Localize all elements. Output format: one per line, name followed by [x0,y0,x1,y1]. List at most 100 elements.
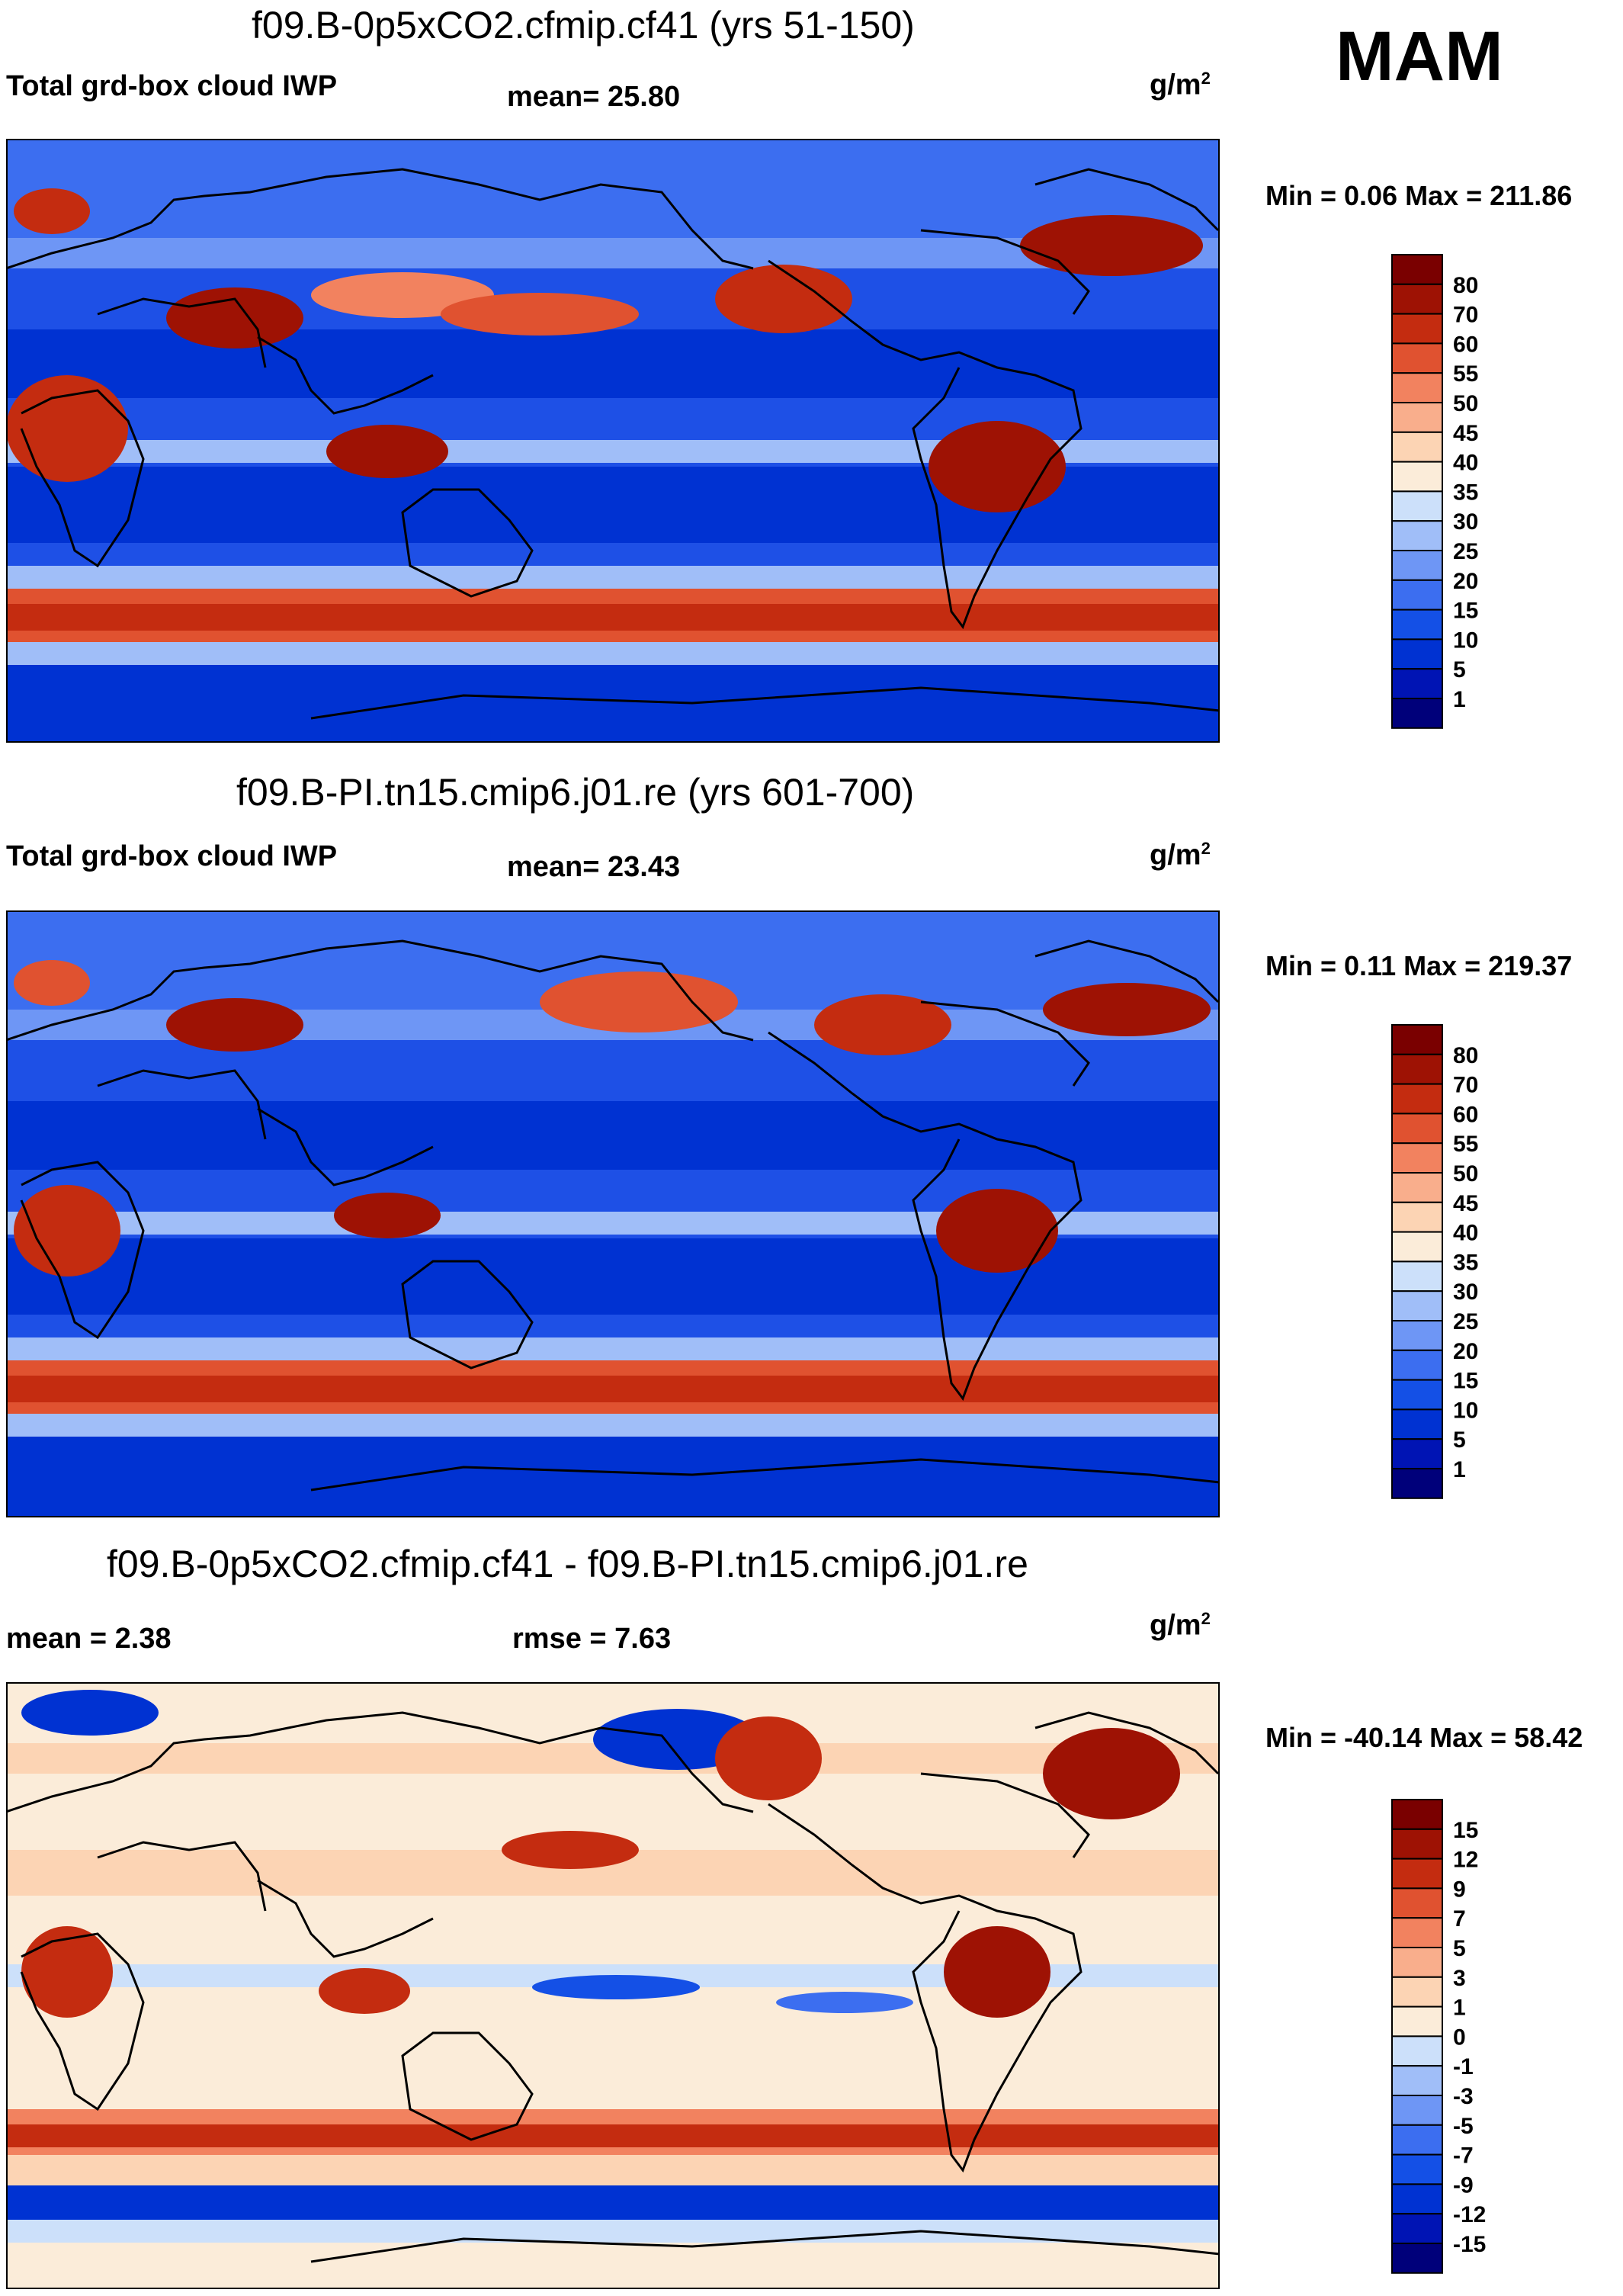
colorbar-box [1391,609,1443,641]
colorbar-box [1391,2124,1443,2156]
panel-3-units: g/m2 [1150,1609,1211,1642]
colorbar-tick-label: 45 [1453,1191,1478,1216]
panel-2-colorbar: 80 70 60 55 50 45 40 35 30 25 20 15 10 5 1 [1391,1024,1478,1499]
colorbar-box [1391,461,1443,493]
panel-3-rmse-label: rmse = 7.63 [512,1623,672,1655]
panel-1-title: f09.B-0p5xCO2.cfmip.cf41 (yrs 51-150) [252,4,915,47]
colorbar-box [1391,1260,1443,1293]
colorbar-tick-label: 20 [1453,569,1478,594]
panel-3-minmax: Min = -40.14 Max = 58.42 [1265,1722,1583,1753]
colorbar-tick-label: 10 [1453,1398,1478,1423]
colorbar-tick-label: 40 [1453,451,1478,476]
colorbar-box [1391,1024,1443,1055]
colorbar-tick-label: 20 [1453,1339,1478,1364]
panel-3-mean-label: mean = 2.38 [6,1623,172,1655]
colorbar-box [1391,1438,1443,1470]
colorbar-tick-label: 80 [1453,273,1478,298]
colorbar-box [1391,2095,1443,2126]
colorbar-box [1391,342,1443,374]
colorbar-tick-label: 25 [1453,539,1478,564]
colorbar-box [1391,2005,1443,2037]
colorbar-box [1391,1917,1443,1948]
panel-1-colorbar: 80 70 60 55 50 45 40 35 30 25 20 15 10 5 1 [1391,254,1478,729]
panel-2-title: f09.B-PI.tn15.cmip6.j01.re (yrs 601-700) [236,771,915,814]
colorbar-tick-label: 35 [1453,480,1478,505]
colorbar-box [1391,1408,1443,1440]
panel-2-field [6,910,1220,1517]
colorbar-tick-label: 3 [1453,1966,1466,1991]
colorbar-box [1391,313,1443,345]
colorbar-tick-label: 5 [1453,1427,1466,1453]
colorbar-box [1391,1320,1443,1351]
panel-1-units: g/m2 [1150,69,1211,101]
colorbar-tick-label: 9 [1453,1877,1466,1902]
colorbar-box [1391,1349,1443,1381]
colorbar-tick-label: 15 [1453,599,1478,624]
colorbar-box [1391,1379,1443,1411]
colorbar-tick-label: -12 [1453,2202,1486,2227]
colorbar-tick-label: 30 [1453,509,1478,535]
colorbar-box [1391,579,1443,611]
colorbar-tick-label: 25 [1453,1309,1478,1334]
colorbar-tick-label: 60 [1453,332,1478,357]
colorbar-box [1391,283,1443,315]
colorbar-tick-label: 55 [1453,1132,1478,1157]
colorbar-tick-label: 1 [1453,1457,1466,1482]
colorbar-tick-label: 5 [1453,1936,1466,1961]
colorbar-box [1391,2035,1443,2067]
colorbar-tick-label: -3 [1453,2084,1474,2109]
colorbar-tick-label: 80 [1453,1043,1478,1068]
colorbar-tick-label: -1 [1453,2054,1474,2079]
colorbar-tick-label: -9 [1453,2172,1474,2198]
colorbar-box [1391,1887,1443,1919]
panel-3-map [6,1682,1220,2289]
colorbar-box [1391,1083,1443,1115]
panel-1-variable-label: Total grd-box cloud IWP [6,70,338,102]
colorbar-tick-label: 55 [1453,361,1478,387]
colorbar-box [1391,1947,1443,1978]
colorbar-box [1391,372,1443,403]
colorbar-box [1391,1799,1443,1830]
colorbar-box [1391,1172,1443,1203]
colorbar-box [1391,2153,1443,2185]
colorbar-box [1391,1142,1443,1174]
panel-1-mean-label: mean= 25.80 [507,81,681,113]
colorbar-tick-label: -15 [1453,2232,1486,2257]
colorbar-box [1391,490,1443,522]
colorbar-tick-label: -5 [1453,2114,1474,2139]
colorbar-box [1391,1976,1443,2008]
colorbar-box [1391,1858,1443,1890]
panel-2-minmax: Min = 0.11 Max = 219.37 [1265,950,1573,981]
colorbar-box [1391,1290,1443,1322]
colorbar-tick-label: 60 [1453,1102,1478,1127]
colorbar-tick-label: 1 [1453,1996,1466,2021]
colorbar-tick-label: 45 [1453,421,1478,446]
colorbar-box [1391,1468,1443,1499]
colorbar-tick-label: 10 [1453,628,1478,653]
panel-2-variable-label: Total grd-box cloud IWP [6,840,338,872]
colorbar-box [1391,1113,1443,1145]
colorbar-tick-label: 7 [1453,1906,1466,1932]
colorbar-box [1391,550,1443,581]
colorbar-tick-label: 5 [1453,657,1466,682]
colorbar-box [1391,2183,1443,2215]
colorbar-tick-label: 1 [1453,687,1466,712]
colorbar-tick-label: 15 [1453,1369,1478,1394]
panel-2-mean-label: mean= 23.43 [507,851,681,883]
colorbar-box [1391,2213,1443,2245]
colorbar-tick-label: 12 [1453,1848,1478,1873]
panel-3-title: f09.B-0p5xCO2.cfmip.cf41 - f09.B-PI.tn15… [107,1543,1028,1585]
colorbar-box [1391,2065,1443,2097]
panel-1-minmax: Min = 0.06 Max = 211.86 [1265,180,1573,211]
panel-2-map [6,910,1220,1517]
colorbar-tick-label: 30 [1453,1280,1478,1305]
panel-2-coastlines [6,939,1220,1492]
panel-1-coastlines [6,168,1220,720]
colorbar-tick-label: 50 [1453,1161,1478,1187]
colorbar-box [1391,402,1443,433]
season-label: MAM [1336,18,1503,95]
colorbar-tick-label: 35 [1453,1250,1478,1275]
colorbar-tick-label: 70 [1453,1073,1478,1098]
colorbar-box [1391,1053,1443,1085]
colorbar-box [1391,638,1443,670]
